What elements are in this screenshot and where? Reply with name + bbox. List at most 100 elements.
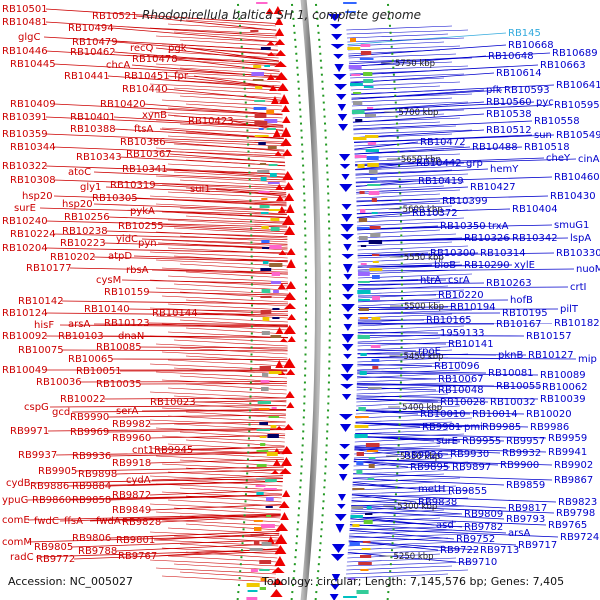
gene-label-left[interactable]: RB10051 (76, 366, 122, 377)
gene-label-left[interactable]: RB9936 (72, 451, 111, 462)
gene-label-right[interactable]: RB10399 (442, 196, 488, 207)
gene-label-right[interactable]: RB9710 (458, 557, 497, 568)
gene-label-left[interactable]: RB10049 (2, 365, 48, 376)
gene-label-right[interactable]: xylE (514, 260, 535, 271)
gene-label-left[interactable]: RB9990 (70, 412, 109, 423)
gene-label-left[interactable]: RB10441 (64, 71, 110, 82)
gene-label-left[interactable]: RB10022 (60, 394, 106, 405)
gene-label-left[interactable]: RB10023 (150, 397, 196, 408)
gene-label-left[interactable]: fpr (174, 71, 189, 82)
gene-label-right[interactable]: RB10404 (512, 204, 558, 215)
gene-label-left[interactable]: radC (10, 552, 34, 563)
gene-label-right[interactable]: RB10014 (472, 409, 518, 420)
gene-label-left[interactable]: fwdC (34, 516, 59, 527)
gene-label-right[interactable]: RB10593 (504, 85, 550, 96)
gene-label-right[interactable]: RB9722 (440, 545, 479, 556)
gene-label-right[interactable]: RB10460 (554, 172, 600, 183)
gene-label-right[interactable]: RB9798 (556, 508, 595, 519)
gene-label-right[interactable]: RB9782 (464, 522, 503, 533)
gene-label-right[interactable]: asd (436, 520, 454, 531)
gene-label-right[interactable]: cinA (578, 154, 600, 165)
gene-label-left[interactable]: RB10344 (10, 142, 56, 153)
gene-label-right[interactable]: RB10372 (412, 208, 458, 219)
gene-label-right[interactable]: RB10048 (438, 385, 484, 396)
gene-label-right[interactable]: RB9838 (418, 497, 457, 508)
gene-label-right[interactable]: RB10195 (502, 308, 548, 319)
gene-label-left[interactable]: RB9898 (78, 469, 117, 480)
gene-label-left[interactable]: RB10223 (60, 238, 106, 249)
gene-label-left[interactable]: cnt1 (132, 445, 154, 456)
gene-label-right[interactable]: RB10512 (486, 125, 532, 136)
gene-label-left[interactable]: RB9858 (72, 495, 111, 506)
gene-label-left[interactable]: RB9767 (118, 551, 157, 562)
gene-label-left[interactable]: RB10202 (50, 252, 96, 263)
gene-label-left[interactable]: RB10140 (84, 304, 130, 315)
gene-label-left[interactable]: surE (14, 203, 36, 214)
gene-label-left[interactable]: gly1 (80, 182, 101, 193)
gene-label-left[interactable]: yidC (116, 234, 138, 245)
gene-label-right[interactable]: mip (578, 354, 597, 365)
gene-label-right[interactable]: grp (466, 158, 483, 169)
gene-label-left[interactable]: RB9872 (112, 490, 151, 501)
gene-label-left[interactable]: RB10341 (122, 164, 168, 175)
gene-label-right[interactable]: hofB (510, 295, 533, 306)
gene-label-left[interactable]: RB10367 (126, 149, 172, 160)
gene-label-left[interactable]: RB9801 (116, 535, 155, 546)
gene-label-left[interactable]: hsp20 (22, 191, 53, 202)
gene-label-right[interactable]: RB9765 (548, 520, 587, 531)
gene-label-right[interactable]: sun (534, 130, 552, 141)
gene-label-right[interactable]: RB10032 (490, 397, 536, 408)
gene-label-left[interactable]: RB9884 (72, 481, 111, 492)
gene-label-left[interactable]: RB10391 (2, 112, 48, 123)
gene-label-left[interactable]: RB10451 (124, 71, 170, 82)
gene-label-right[interactable]: RB9855 (448, 486, 487, 497)
gene-label-right[interactable]: nuoM (576, 264, 600, 275)
gene-label-left[interactable]: RB10256 (64, 212, 110, 223)
gene-label-right[interactable]: RB9859 (506, 480, 545, 491)
gene-label-right[interactable]: RB10081 (488, 368, 534, 379)
gene-label-left[interactable]: RB10322 (2, 161, 48, 172)
gene-label-left[interactable]: RB10075 (18, 345, 64, 356)
gene-label-right[interactable]: pmi (464, 422, 483, 433)
gene-label-right[interactable]: RB9986 (530, 422, 569, 433)
gene-label-left[interactable]: RB10386 (120, 137, 166, 148)
gene-label-left[interactable]: RB10343 (76, 152, 122, 163)
gene-label-right[interactable]: RB10220 (438, 290, 484, 301)
gene-label-right[interactable]: RB10430 (550, 191, 596, 202)
gene-label-right[interactable]: RB10614 (496, 68, 542, 79)
gene-label-left[interactable]: RB10420 (100, 99, 146, 110)
gene-label-left[interactable]: RB10144 (152, 308, 198, 319)
gene-label-right[interactable]: RB10668 (508, 40, 554, 51)
gene-label-left[interactable]: RB10359 (2, 129, 48, 140)
gene-label-right[interactable]: RB10127 (528, 350, 574, 361)
gene-label-left[interactable]: atpD (108, 251, 132, 262)
gene-label-right[interactable]: RB10442 (416, 158, 462, 169)
gene-label-left[interactable]: RB9969 (70, 427, 109, 438)
gene-label-left[interactable]: RB10462 (70, 47, 116, 58)
gene-label-left[interactable]: RB10305 (92, 193, 138, 204)
gene-label-right[interactable]: metH (418, 484, 445, 495)
gene-label-right[interactable]: RB10028 (440, 397, 486, 408)
gene-label-left[interactable]: cspG (24, 402, 49, 413)
gene-label-right[interactable]: RB9793 (506, 514, 545, 525)
gene-label-right[interactable]: RB9717 (518, 540, 557, 551)
gene-label-left[interactable]: dnaN (118, 331, 144, 342)
gene-label-right[interactable]: pilT (560, 304, 579, 315)
gene-label-right[interactable]: RB10096 (434, 361, 480, 372)
gene-label-left[interactable]: RB10401 (70, 112, 116, 123)
gene-label-right[interactable]: RB10689 (552, 48, 598, 59)
gene-label-right[interactable]: RB10182 (554, 318, 600, 329)
gene-label-right[interactable]: RB9930 (450, 449, 489, 460)
gene-label-right[interactable]: RB10549 (556, 130, 600, 141)
gene-label-left[interactable]: ffsA (64, 516, 83, 527)
gene-label-right[interactable]: RB10472 (420, 137, 466, 148)
gene-label-right[interactable]: RB10089 (540, 370, 586, 381)
gene-label-left[interactable]: RB10478 (132, 54, 178, 65)
gene-label-left[interactable]: RB10308 (10, 175, 56, 186)
gene-label-left[interactable]: RB9805 (34, 542, 73, 553)
gene-label-left[interactable]: ypuG (2, 495, 28, 506)
gene-label-right[interactable]: RB9941 (548, 447, 587, 458)
gene-label-right[interactable]: crtI (570, 282, 586, 293)
gene-label-right[interactable]: RB10039 (540, 394, 586, 405)
gene-label-right[interactable]: RB10141 (448, 339, 494, 350)
